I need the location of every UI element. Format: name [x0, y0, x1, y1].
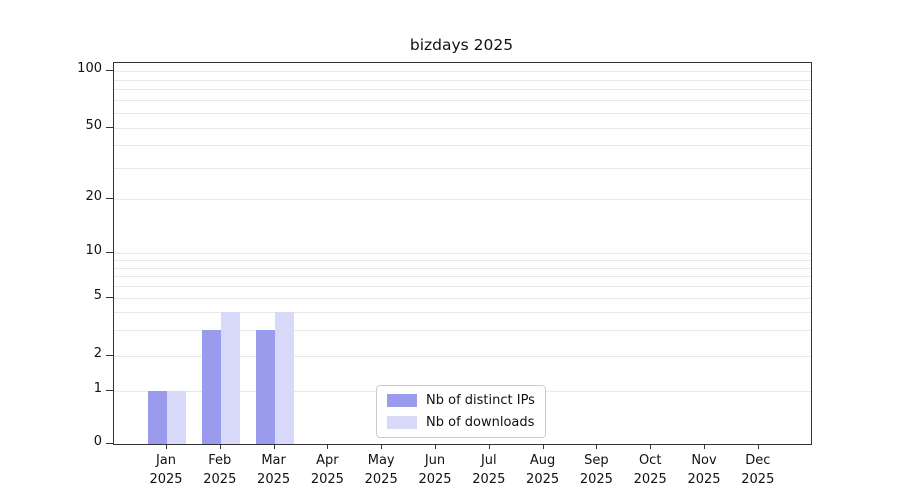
x-tick-label-sep: Sep 2025	[579, 453, 613, 487]
y-tick-label: 10	[85, 243, 102, 258]
x-tick-label-feb: Feb 2025	[203, 453, 237, 487]
x-tick-label-may: May 2025	[364, 453, 398, 487]
y-tick-label: 1	[93, 381, 102, 396]
bar-jan	[167, 391, 186, 444]
gridline	[114, 330, 811, 332]
y-tick-mark	[106, 390, 113, 391]
y-tick-mark	[106, 355, 113, 356]
gridline	[114, 145, 811, 147]
gridline	[114, 128, 811, 129]
x-tick-mark	[596, 444, 598, 449]
legend: Nb of distinct IPs Nb of downloads	[376, 385, 546, 438]
gridline	[114, 267, 811, 269]
x-tick-label-dec: Dec 2025	[741, 453, 775, 487]
x-tick-mark	[704, 444, 705, 449]
gridline	[114, 100, 811, 102]
gridline	[114, 79, 811, 81]
legend-swatch-distinct-ips	[387, 394, 417, 407]
gridline	[114, 89, 811, 91]
legend-label-distinct-ips: Nb of distinct IPs	[426, 393, 535, 408]
x-tick-label-mar: Mar 2025	[257, 453, 291, 487]
gridline	[114, 356, 811, 357]
x-tick-mark	[650, 444, 652, 449]
plot-area: Nb of distinct IPs Nb of downloads	[113, 62, 812, 445]
legend-swatch-downloads	[387, 416, 417, 429]
y-tick-mark	[106, 443, 113, 444]
y-tick-label: 5	[93, 288, 102, 303]
gridline	[114, 259, 811, 261]
legend-item-distinct-ips: Nb of distinct IPs	[387, 393, 535, 408]
bar-mar	[255, 330, 275, 444]
chart-title: bizdays 2025	[409, 36, 514, 54]
legend-label-downloads: Nb of downloads	[426, 415, 535, 430]
y-tick-label: 2	[93, 346, 102, 361]
x-tick-label-oct: Oct 2025	[633, 453, 667, 487]
x-tick-label-jul: Jul 2025	[472, 453, 506, 487]
legend-item-downloads: Nb of downloads	[387, 415, 535, 430]
x-tick-mark	[219, 444, 221, 449]
y-tick-mark	[106, 70, 113, 71]
bar-feb	[220, 312, 240, 444]
x-tick-label-aug: Aug 2025	[526, 453, 560, 487]
x-tick-label-jan: Jan 2025	[149, 453, 183, 487]
y-tick-mark	[106, 127, 113, 128]
y-tick-label: 50	[85, 118, 102, 133]
x-tick-mark	[542, 444, 544, 449]
y-tick-mark	[106, 198, 113, 199]
x-tick-mark	[435, 444, 436, 449]
x-tick-mark	[327, 444, 329, 449]
x-tick-label-apr: Apr 2025	[310, 453, 344, 487]
bar-jan	[148, 391, 167, 444]
gridline	[114, 276, 811, 278]
gridline	[114, 113, 811, 114]
y-tick-mark	[106, 297, 113, 298]
gridline	[114, 71, 811, 72]
x-tick-label-nov: Nov 2025	[687, 453, 721, 487]
gridline	[114, 253, 811, 254]
gridline	[114, 298, 811, 299]
x-tick-mark	[488, 444, 490, 449]
gridline	[114, 312, 811, 314]
bar-mar	[274, 312, 294, 444]
y-tick-label: 20	[85, 189, 102, 204]
gridline	[114, 167, 811, 169]
y-tick-mark	[106, 252, 113, 253]
y-tick-label: 100	[77, 61, 102, 76]
x-tick-mark	[166, 444, 167, 449]
x-tick-mark	[757, 444, 759, 449]
gridline	[114, 199, 811, 200]
x-tick-mark	[381, 444, 383, 449]
gridline	[114, 286, 811, 288]
x-tick-label-jun: Jun 2025	[418, 453, 452, 487]
y-tick-label: 0	[93, 434, 102, 449]
bar-feb	[201, 330, 221, 444]
x-tick-mark	[273, 444, 275, 449]
